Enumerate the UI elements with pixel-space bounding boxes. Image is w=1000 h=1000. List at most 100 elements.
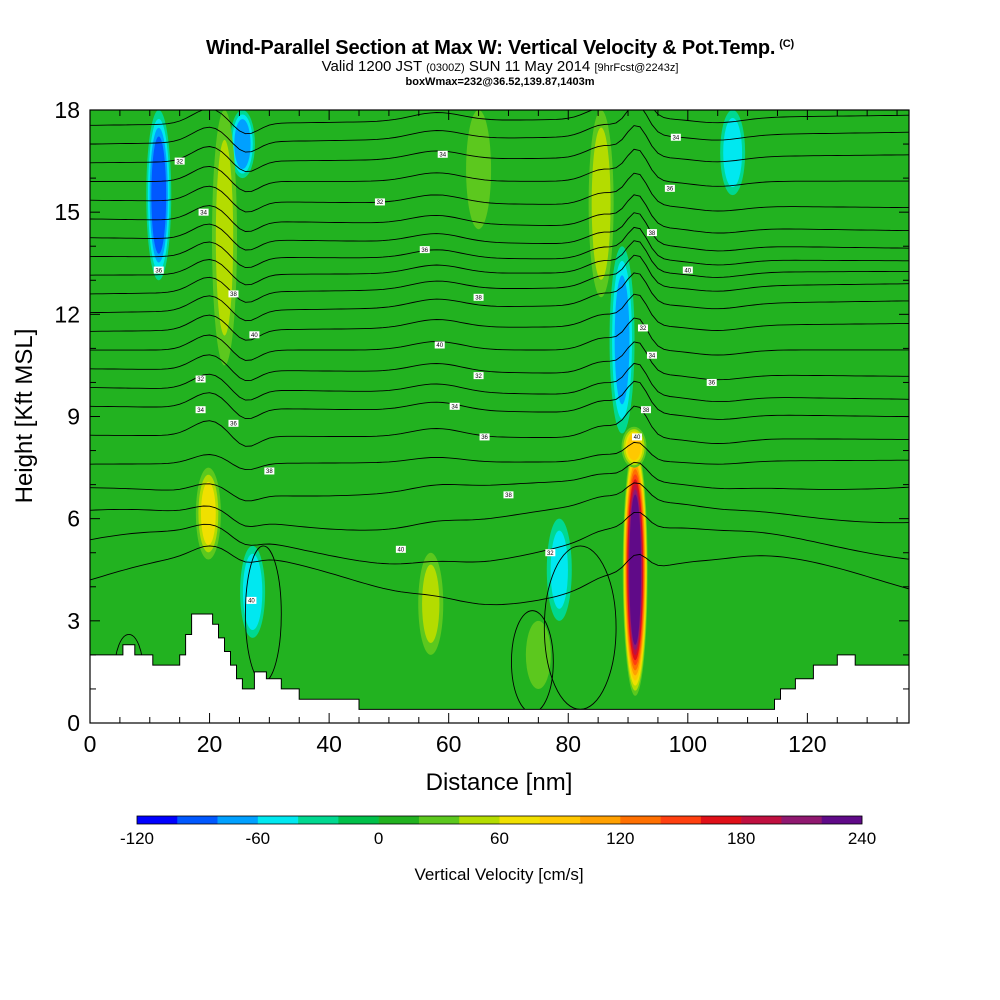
updraft-4 [212, 110, 238, 366]
colorbar-segment [660, 816, 702, 824]
x-tick-label: 80 [555, 731, 581, 757]
theta-contour [90, 110, 909, 135]
downdraft-band [614, 275, 630, 405]
downdraft-band [242, 553, 263, 631]
downdraft-5 [546, 518, 572, 621]
theta-contour [90, 545, 909, 606]
svg-text:36: 36 [667, 187, 674, 193]
colorbar-tick-label: -120 [120, 829, 154, 848]
theta-label: 40 [434, 341, 445, 349]
theta-label: 36 [419, 246, 430, 254]
x-tick-label: 100 [669, 731, 707, 757]
theta-contour [90, 194, 909, 234]
theta-contour [90, 441, 909, 471]
colorbar-segment [338, 816, 379, 824]
colorbar-segment [620, 816, 661, 824]
svg-text:38: 38 [230, 292, 237, 298]
downdraft-2 [609, 246, 635, 434]
colorbar-segment [257, 816, 299, 824]
downdraft-band [723, 117, 743, 188]
svg-text:38: 38 [475, 296, 482, 302]
theta-contour [90, 172, 909, 213]
svg-text:40: 40 [634, 435, 641, 441]
chart-title: Wind-Parallel Section at Max W: Vertical… [0, 37, 1000, 60]
colorbar-segment [821, 816, 863, 824]
colorbar-tick-label: 60 [490, 829, 509, 848]
theta-label: 38 [228, 290, 239, 298]
theta-contour [90, 362, 909, 403]
svg-text:32: 32 [197, 377, 204, 383]
colorbar-segment [217, 816, 259, 824]
chart-subtitle: Valid 1200 JST (0300Z) SUN 11 May 2014 [… [0, 59, 1000, 76]
colorbar-segment [298, 816, 339, 824]
theta-contour [90, 461, 909, 502]
x-tick-label: 20 [197, 731, 223, 757]
theta-label: 32 [545, 549, 556, 557]
theta-label: 36 [479, 433, 490, 441]
colorbar-segment [459, 816, 500, 824]
theta-label: 32 [374, 198, 385, 206]
updraft-band [422, 564, 440, 643]
updraft-6 [466, 110, 492, 230]
updraft-5 [418, 552, 444, 655]
theta-label: 40 [682, 266, 693, 274]
y-axis-tick-labels: 0 3 6 9 12 15 18 [54, 97, 80, 736]
colorbar-tick-label: 120 [606, 829, 634, 848]
theta-label: 34 [449, 402, 460, 410]
colorbar-segment [418, 816, 460, 824]
downdraft-4 [240, 545, 266, 638]
terrain [90, 613, 909, 723]
box-info-label: boxWmax=232@36.52,139.87,1403m [405, 76, 595, 88]
theta-contour [90, 254, 909, 303]
svg-text:36: 36 [708, 381, 715, 387]
colorbar-segment [378, 816, 420, 824]
svg-text:34: 34 [200, 210, 207, 216]
theta-label: 38 [503, 491, 514, 499]
theta-label: 34 [646, 351, 657, 359]
svg-text:32: 32 [377, 200, 384, 206]
colorbar-frame [136, 815, 863, 825]
theta-contour [90, 110, 909, 153]
svg-text:40: 40 [684, 268, 691, 274]
svg-text:32: 32 [475, 374, 482, 380]
svg-text:36: 36 [481, 435, 488, 441]
updraft-band [215, 139, 234, 336]
x-tick-label: 0 [84, 731, 97, 757]
y-tick-label: 15 [54, 199, 80, 225]
theta-label: 36 [664, 184, 675, 193]
svg-text:36: 36 [230, 422, 237, 428]
theta-label: 34 [198, 208, 209, 216]
colorbar-tick-label: 240 [848, 829, 876, 848]
updraft-0 [622, 443, 648, 696]
theta-label: 32 [174, 157, 185, 165]
theta-label: 34 [670, 133, 681, 141]
colorbar-segment [700, 816, 742, 824]
vertical-velocity-field [90, 110, 909, 723]
pot-temp-contours: 32 34 36 38 40 32 34 36 38 40 32 34 36 38 40 32 34 36 38 40… [90, 110, 909, 714]
theta-label: 32 [637, 324, 648, 332]
colorbar-segment [137, 816, 178, 824]
updraft-band [591, 127, 611, 280]
theta-contour [90, 380, 909, 420]
updraft-band [629, 494, 642, 645]
updraft-3 [588, 110, 614, 298]
theta-contour [90, 511, 909, 565]
theta-label: 36 [153, 266, 164, 274]
theta-label: 40 [249, 331, 260, 339]
svg-text:40: 40 [398, 548, 405, 554]
forecast-label: [9hrFcst@2243z] [594, 62, 679, 74]
y-tick-label: 0 [67, 710, 80, 736]
svg-text:38: 38 [266, 469, 273, 475]
theta-label: 38 [640, 406, 651, 414]
valid-utc-label: (0300Z) [426, 62, 465, 74]
theta-label: 40 [631, 433, 642, 441]
theta-contour [90, 226, 909, 269]
theta-contour [90, 482, 909, 531]
theta-label: 38 [646, 229, 657, 237]
theta-label: 36 [228, 419, 239, 428]
valid-date-label: SUN 11 May 2014 [468, 58, 591, 75]
downdraft-0 [146, 110, 172, 281]
theta-label: 38 [473, 293, 484, 302]
theta-label: 34 [195, 406, 206, 414]
theta-label: 36 [706, 378, 717, 387]
